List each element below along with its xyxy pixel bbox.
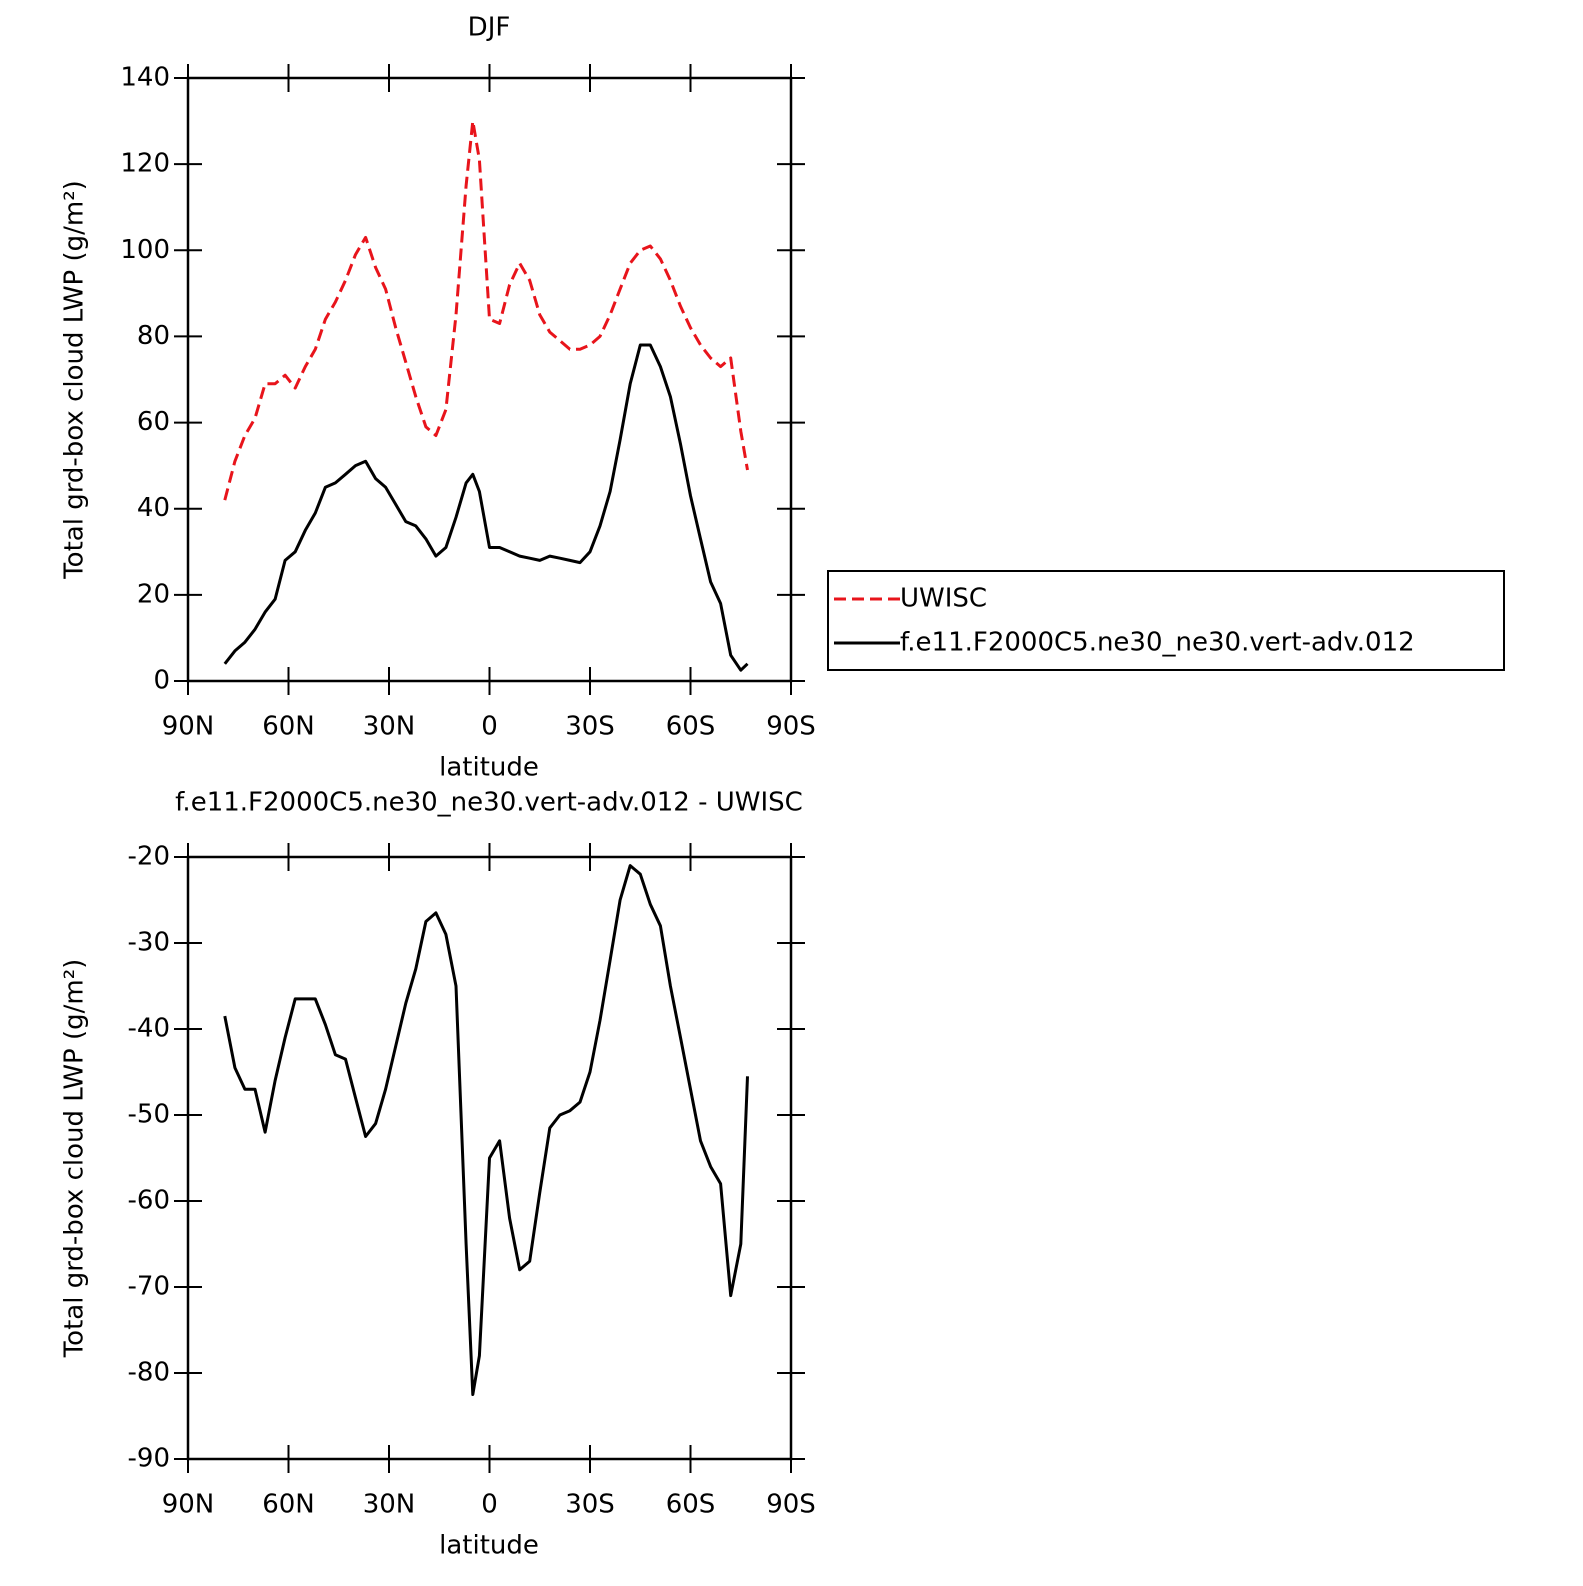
y-tick-label: 120 (120, 149, 170, 179)
y-tick-label: 0 (153, 666, 170, 696)
legend-box (827, 570, 1505, 671)
series-line (223, 864, 749, 1396)
x-tick-label: 60N (262, 712, 315, 742)
y-tick-label: -60 (128, 1186, 170, 1216)
legend-label: UWISC (900, 584, 987, 614)
x-tick-label: 30N (363, 1490, 416, 1520)
y-tick-label: -70 (128, 1272, 170, 1302)
legend-label: f.e11.F2000C5.ne30_ne30.vert-adv.012 (900, 628, 1415, 658)
chart-title: DJF (468, 13, 511, 43)
y-tick-label: 40 (137, 493, 170, 523)
y-tick-label: 100 (120, 235, 170, 265)
y-tick-label: -20 (128, 842, 170, 872)
x-tick-label: 60N (262, 1490, 315, 1520)
y-tick-label: -50 (128, 1100, 170, 1130)
plot-frame (186, 855, 793, 1461)
y-tick-label: -40 (128, 1014, 170, 1044)
x-tick-label: 60S (666, 712, 716, 742)
x-axis-label: latitude (439, 1531, 539, 1561)
x-axis-label: latitude (439, 753, 539, 783)
y-tick-label: -90 (128, 1444, 170, 1474)
x-tick-label: 0 (481, 712, 498, 742)
series-line (223, 343, 749, 672)
x-tick-label: 30S (565, 1490, 615, 1520)
y-tick-label: 20 (137, 579, 170, 609)
x-tick-label: 90S (766, 712, 816, 742)
x-tick-label: 0 (481, 1490, 498, 1520)
x-tick-label: 30S (565, 712, 615, 742)
y-tick-label: 60 (137, 407, 170, 437)
y-tick-label: 80 (137, 321, 170, 351)
y-tick-label: -30 (128, 928, 170, 958)
y-tick-label: -80 (128, 1358, 170, 1388)
plot-frame (186, 76, 793, 683)
y-axis-label: Total grd-box cloud LWP (g/m²) (60, 180, 90, 580)
y-axis-label: Total grd-box cloud LWP (g/m²) (60, 959, 90, 1359)
series-line (223, 119, 749, 501)
y-tick-label: 140 (120, 63, 170, 93)
x-tick-label: 60S (666, 1490, 716, 1520)
x-tick-label: 90S (766, 1490, 816, 1520)
x-tick-label: 30N (363, 712, 416, 742)
chart-title: f.e11.F2000C5.ne30_ne30.vert-adv.012 - U… (175, 788, 803, 818)
x-tick-label: 90N (162, 1490, 215, 1520)
x-tick-label: 90N (162, 712, 215, 742)
